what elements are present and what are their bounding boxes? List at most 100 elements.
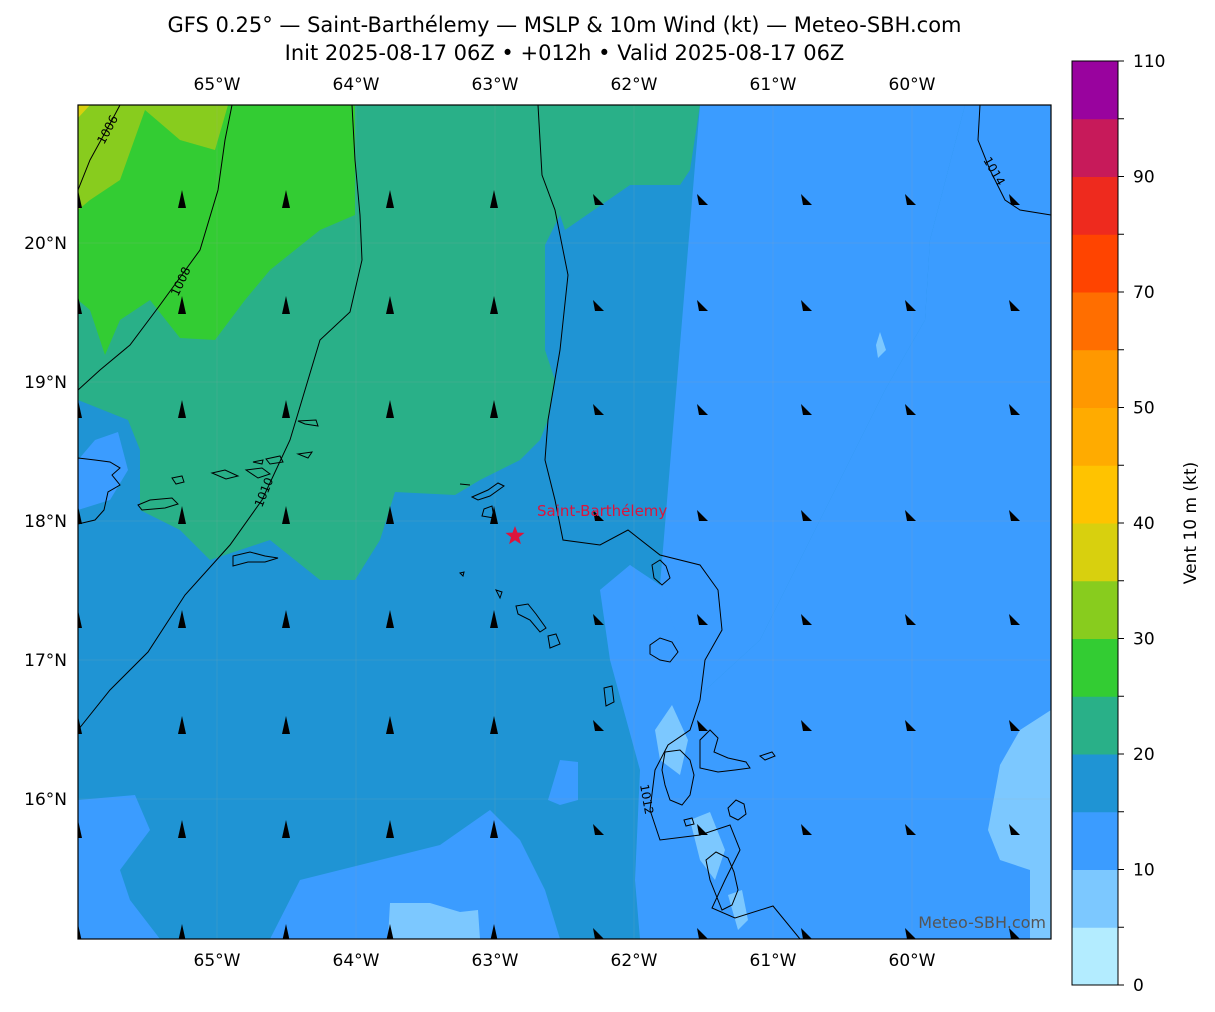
wind-barb-icon bbox=[490, 506, 498, 524]
wind-barb-icon bbox=[490, 820, 498, 838]
colorbar-tick-label: 50 bbox=[1133, 399, 1155, 419]
wind-barb-icon bbox=[78, 924, 82, 939]
colorbar-tick-label: 40 bbox=[1133, 514, 1155, 534]
colorbar-band bbox=[1072, 118, 1118, 177]
virgin-islands-coast bbox=[171, 419, 319, 485]
wind-barb-icon bbox=[282, 716, 290, 734]
wind-barb-icon bbox=[905, 194, 916, 205]
colorbar-tick-label: 110 bbox=[1133, 52, 1165, 72]
wind-band-5-10-spot bbox=[876, 332, 886, 358]
colorbar-tick-label: 30 bbox=[1133, 630, 1155, 650]
wind-band-5-10-martinique bbox=[728, 890, 748, 930]
lon-tick-bottom: 60°W bbox=[889, 951, 936, 971]
wind-band-5-10-east bbox=[988, 710, 1051, 939]
colorbar-band bbox=[1072, 927, 1118, 986]
location-star-icon[interactable] bbox=[505, 526, 525, 545]
lon-tick-top: 65°W bbox=[194, 75, 241, 95]
wind-barb-icon bbox=[905, 928, 916, 939]
wind-barb-icon bbox=[178, 190, 186, 208]
wind-barb-icon bbox=[78, 296, 82, 314]
wind-band-10-15-east-main bbox=[600, 105, 1051, 939]
wind-barb-icon bbox=[1009, 824, 1020, 835]
wind-barb-icon bbox=[697, 404, 708, 415]
lon-tick-top: 61°W bbox=[750, 75, 797, 95]
lon-tick-bottom: 63°W bbox=[472, 951, 519, 971]
wind-barb-icon bbox=[905, 824, 916, 835]
wind-barb-icon bbox=[78, 506, 82, 524]
wind-barb-icon bbox=[282, 820, 290, 838]
lon-tick-bottom: 64°W bbox=[333, 951, 380, 971]
saint-barthelemy-marker[interactable]: Saint-Barthélemy bbox=[505, 502, 668, 545]
wind-barb-icon bbox=[905, 404, 916, 415]
wind-barb-icon bbox=[78, 190, 82, 208]
wind-barb-icon bbox=[801, 720, 812, 731]
wind-barb-icon bbox=[178, 924, 186, 939]
colorbar-tick-label: 0 bbox=[1133, 976, 1144, 996]
martinique-coast bbox=[705, 851, 739, 911]
colorbar-bands bbox=[1072, 61, 1118, 986]
colorbar-tick-label: 10 bbox=[1133, 861, 1155, 881]
wind-barb-icon bbox=[1009, 300, 1020, 311]
montserrat-coast bbox=[547, 633, 561, 649]
wind-barb-icon bbox=[78, 820, 82, 838]
colorbar-band bbox=[1072, 465, 1118, 524]
wind-barb-icon bbox=[386, 716, 394, 734]
wind-barb-icon bbox=[905, 614, 916, 625]
wind-barb-icon bbox=[490, 400, 498, 418]
wind-barb-icon bbox=[282, 610, 290, 628]
wind-barb-icon bbox=[801, 300, 812, 311]
wind-barb-icon bbox=[386, 400, 394, 418]
wind-barb-icon bbox=[593, 614, 604, 625]
coastlines bbox=[78, 419, 776, 911]
wind-band-10-15-south bbox=[270, 810, 560, 939]
wind-band-10-15-west bbox=[78, 432, 128, 510]
lon-ticks-top: 65°W 64°W 63°W 62°W 61°W 60°W bbox=[194, 75, 936, 95]
wind-barb-icon bbox=[282, 190, 290, 208]
wind-band-35-40 bbox=[78, 105, 90, 118]
wind-barb-icon bbox=[78, 610, 82, 628]
antigua-coast bbox=[651, 559, 671, 586]
lat-tick: 19°N bbox=[24, 373, 67, 393]
wind-barb-icon bbox=[1009, 928, 1020, 939]
wind-barb-icon bbox=[801, 614, 812, 625]
wind-barb-icon bbox=[1009, 720, 1020, 731]
colorbar-band bbox=[1072, 407, 1118, 466]
wind-speed-field bbox=[78, 105, 1051, 939]
wind-barb-icon bbox=[490, 716, 498, 734]
wind-barb-icon bbox=[697, 614, 708, 625]
wind-barb-icon bbox=[905, 300, 916, 311]
wind-band-5-10-guadeloupe bbox=[655, 705, 688, 775]
isobar-1014 bbox=[977, 105, 1051, 216]
lat-tick: 17°N bbox=[24, 651, 67, 671]
colorbar-band bbox=[1072, 61, 1118, 120]
colorbar-tick-label: 70 bbox=[1133, 283, 1155, 303]
wind-band-25-30 bbox=[78, 105, 355, 355]
wind-barb-icon bbox=[593, 194, 604, 205]
colorbar-band bbox=[1072, 638, 1118, 697]
barbuda-coast bbox=[649, 637, 679, 663]
wind-barb-icon bbox=[905, 510, 916, 521]
wind-band-10-15-east bbox=[600, 105, 965, 695]
wind-barbs bbox=[78, 190, 1020, 939]
wind-barb-icon bbox=[1009, 614, 1020, 625]
wind-barb-icon bbox=[697, 720, 708, 731]
st-croix-coast bbox=[232, 551, 279, 567]
lon-tick-top: 63°W bbox=[472, 75, 519, 95]
wind-barb-icon bbox=[593, 404, 604, 415]
colorbar-band bbox=[1072, 234, 1118, 293]
colorbar-band bbox=[1072, 869, 1118, 928]
wind-barb-icon bbox=[178, 820, 186, 838]
wind-band-10-15-southwest bbox=[78, 795, 160, 939]
wind-barb-icon bbox=[386, 296, 394, 314]
colorbar-band bbox=[1072, 754, 1118, 813]
wind-barb-icon bbox=[593, 928, 604, 939]
wind-barb-icon bbox=[1009, 510, 1020, 521]
wind-barb-icon bbox=[178, 610, 186, 628]
wind-barb-icon bbox=[801, 404, 812, 415]
colorbar-ticks: 0 10 20 30 40 50 70 90 110 bbox=[1118, 52, 1165, 996]
wind-barb-icon bbox=[697, 194, 708, 205]
isobar-1008 bbox=[78, 105, 233, 391]
wind-barb-icon bbox=[282, 400, 290, 418]
wind-barb-icon bbox=[490, 296, 498, 314]
isobar-1006 bbox=[78, 105, 121, 191]
